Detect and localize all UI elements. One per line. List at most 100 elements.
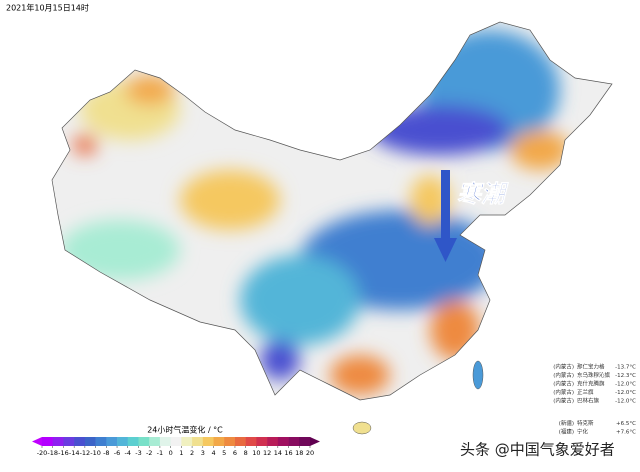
colorbar-tick-label: -8 xyxy=(103,449,109,457)
colorbar-tick-label: -2 xyxy=(146,449,152,457)
blob xyxy=(240,255,360,345)
arrow-head xyxy=(434,238,457,262)
station-region: (新疆) xyxy=(559,419,574,427)
colorbar-tick-label: -6 xyxy=(114,449,120,457)
colorbar-segment xyxy=(288,437,300,446)
colorbar-segment xyxy=(202,437,214,446)
colorbar-tick-label: 5 xyxy=(222,449,226,457)
colorbar-tick-label: 0 xyxy=(169,449,173,457)
hainan xyxy=(352,421,372,435)
station-value: -12.0°C xyxy=(615,390,636,396)
colorbar-segment xyxy=(63,437,75,446)
colorbar-tick-label: 6 xyxy=(233,449,237,457)
colorbar-segment xyxy=(149,437,161,446)
blob xyxy=(330,355,390,395)
station-region: (内蒙古) xyxy=(553,397,574,405)
colorbar-segment xyxy=(138,437,150,446)
station-region: (福建) xyxy=(559,428,574,436)
station-name: 宁化 xyxy=(577,428,589,436)
colorbar-tick-label: 12 xyxy=(263,449,271,457)
colorbar-tick-label: 8 xyxy=(244,449,248,457)
colorbar-tick-label: -20 xyxy=(37,449,48,457)
colorbar-segment xyxy=(170,437,182,446)
colorbar-segment xyxy=(95,437,107,446)
blob xyxy=(430,300,480,360)
station-region: (内蒙古) xyxy=(553,388,574,396)
colorbar-segment xyxy=(84,437,96,446)
station-region: (内蒙古) xyxy=(553,371,574,379)
station-value: -12.0°C xyxy=(615,399,636,405)
colorbar-tick-label: 3 xyxy=(201,449,205,457)
colorbar-title: 24小时气温变化 / °C xyxy=(147,425,223,435)
blob xyxy=(510,130,570,170)
colorbar-tick-label: 2 xyxy=(190,449,194,457)
timestamp: 2021年10月15日14时 xyxy=(6,3,89,13)
colorbar-tick-label: -16 xyxy=(58,449,69,457)
arrow-shaft xyxy=(441,170,450,240)
blob xyxy=(410,175,450,225)
colorbar-segment xyxy=(117,437,129,446)
blob xyxy=(73,135,97,155)
cold-wave-arrow xyxy=(434,170,457,262)
colorbar-segment xyxy=(192,437,204,446)
colorbar-tick-label: -12 xyxy=(80,449,91,457)
colorbar-segment xyxy=(256,437,268,446)
colorbar-tick-label: 20 xyxy=(306,449,314,457)
colorbar-under xyxy=(32,437,42,446)
station-value: -12.3°C xyxy=(615,373,636,379)
colorbar-tick-label: 18 xyxy=(295,449,303,457)
station-name: 克什克腾旗 xyxy=(577,380,605,388)
colorbar-tick-label: 14 xyxy=(274,449,282,457)
colorbar-segment xyxy=(42,437,54,446)
taiwan xyxy=(472,360,484,390)
colorbar-tick-label: -18 xyxy=(47,449,58,457)
colorbar-tick-label: 10 xyxy=(252,449,260,457)
colorbar-segment xyxy=(52,437,64,446)
station-region: (内蒙古) xyxy=(553,380,574,388)
colorbar-segment xyxy=(127,437,139,446)
station-name: 特克斯 xyxy=(577,419,594,427)
colorbar-segment xyxy=(299,437,311,446)
colorbar-tick-label: -1 xyxy=(157,449,163,457)
border xyxy=(51,21,613,401)
colorbar-segment xyxy=(159,437,171,446)
colorbar-segment xyxy=(74,437,86,446)
watermark-backdrop xyxy=(452,433,638,463)
blob xyxy=(260,340,300,380)
colorbar-segment xyxy=(213,437,225,446)
station-value: -13.7°C xyxy=(615,365,636,371)
colorbar-over xyxy=(310,437,320,446)
station-value: +7.6°C xyxy=(616,430,636,436)
colorbar-tick-label: -14 xyxy=(69,449,80,457)
watermark: 头条 @中国气象爱好者 xyxy=(460,441,615,459)
blob xyxy=(370,105,510,155)
station-name: 那仁宝力格 xyxy=(577,363,605,371)
colorbar-tick-label: -4 xyxy=(125,449,131,457)
colorbar-segment xyxy=(234,437,246,446)
colorbar-segment xyxy=(106,437,118,446)
colorbar-segment xyxy=(245,437,257,446)
station-value: -12.0°C xyxy=(615,382,636,388)
blob xyxy=(60,220,180,280)
station-name: 东乌珠穆沁旗 xyxy=(577,371,611,379)
station-region: (内蒙古) xyxy=(553,363,574,371)
colorbar-tick-label: 16 xyxy=(284,449,292,457)
colorbar-tick-label: 4 xyxy=(211,449,215,457)
colorbar-tick-label: -3 xyxy=(135,449,141,457)
colorbar-segment xyxy=(277,437,289,446)
station-name: 正兰旗 xyxy=(577,388,594,396)
colorbar-segment xyxy=(267,437,279,446)
colorbar-tick-label: 1 xyxy=(179,449,183,457)
colorbar-segment xyxy=(181,437,193,446)
colorbar-tick-label: -10 xyxy=(90,449,101,457)
annotation: 寒潮 xyxy=(457,180,509,208)
station-name: 巴林右旗 xyxy=(577,397,600,405)
blob xyxy=(180,170,280,230)
colorbar-segment xyxy=(224,437,236,446)
station-value: +6.5°C xyxy=(616,421,636,427)
blob xyxy=(125,75,175,105)
